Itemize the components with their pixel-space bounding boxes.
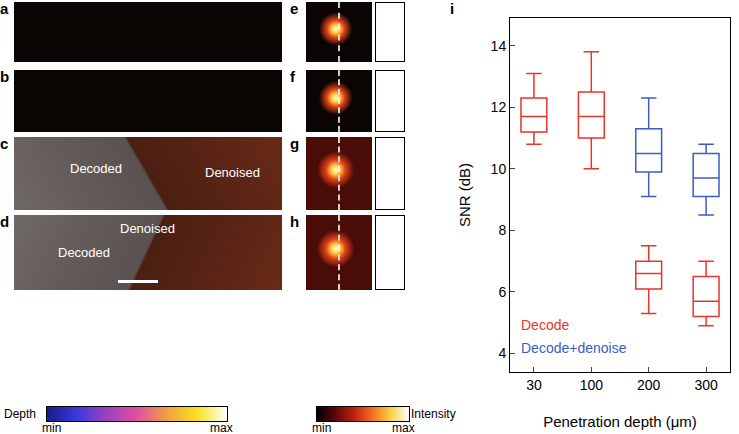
svg-text:8: 8 bbox=[498, 222, 506, 238]
svg-text:Decode: Decode bbox=[521, 317, 569, 333]
html-text:f: f bbox=[290, 68, 295, 85]
svg-text:30: 30 bbox=[526, 377, 542, 393]
html-text:i: i bbox=[450, 0, 455, 17]
svg-text:SNR (dB): SNR (dB) bbox=[456, 163, 473, 227]
svg-text:6: 6 bbox=[498, 284, 506, 300]
html-text:g: g bbox=[290, 135, 300, 152]
html-text:e: e bbox=[290, 0, 299, 17]
svg-text:10: 10 bbox=[491, 161, 507, 177]
html-text:Denoised: Denoised bbox=[120, 221, 175, 236]
html-text:Intensity: Intensity bbox=[411, 407, 456, 421]
svg-text:100: 100 bbox=[580, 377, 604, 393]
svg-text:14: 14 bbox=[491, 38, 507, 54]
html-text:c: c bbox=[0, 135, 9, 152]
html-text:b: b bbox=[0, 68, 10, 85]
html-text:Decoded: Decoded bbox=[70, 161, 122, 176]
svg-text:200: 200 bbox=[637, 377, 661, 393]
svg-text:Decode+denoise: Decode+denoise bbox=[521, 340, 627, 356]
html-text:min: min bbox=[312, 421, 332, 434]
svg-text:12: 12 bbox=[491, 99, 507, 115]
svg-text:300: 300 bbox=[694, 377, 718, 393]
html-text:min: min bbox=[42, 421, 62, 434]
html-text:Denoised: Denoised bbox=[205, 165, 260, 180]
html-text:d: d bbox=[0, 213, 10, 230]
html-text:h: h bbox=[290, 213, 300, 230]
svg-text:4: 4 bbox=[498, 345, 506, 361]
html-text:Decoded: Decoded bbox=[58, 245, 110, 260]
html-text:max: max bbox=[210, 421, 233, 434]
html-text:Depth: Depth bbox=[4, 407, 36, 421]
svg-text:Penetration depth (μm): Penetration depth (μm) bbox=[543, 413, 697, 430]
html-text:a: a bbox=[0, 0, 9, 17]
html-text:max: max bbox=[392, 421, 415, 434]
